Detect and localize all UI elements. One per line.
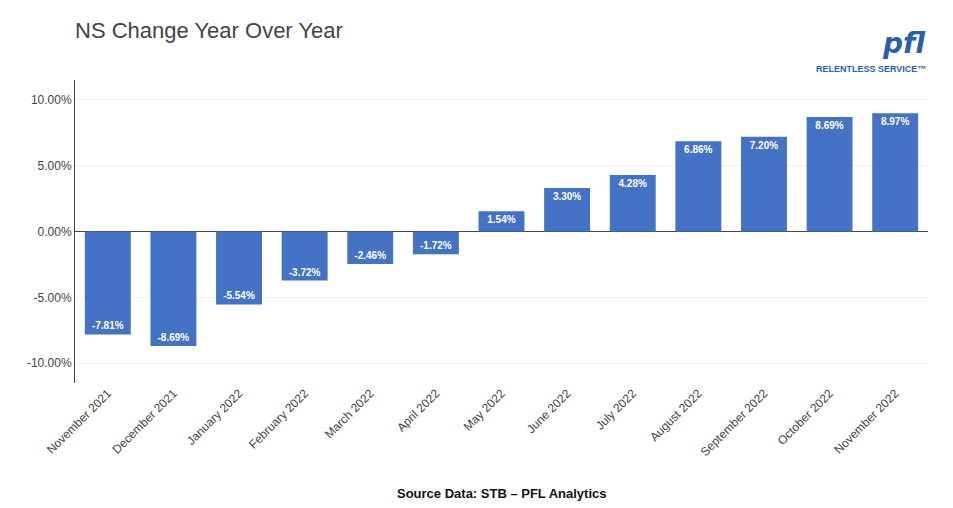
svg-text:November 2022: November 2022 <box>831 386 902 457</box>
svg-text:-1.72%: -1.72% <box>420 240 452 251</box>
svg-text:10.00%: 10.00% <box>31 93 72 107</box>
svg-text:January 2022: January 2022 <box>184 386 246 448</box>
svg-text:-5.54%: -5.54% <box>223 290 255 301</box>
svg-text:0.00%: 0.00% <box>38 225 72 239</box>
svg-text:3.30%: 3.30% <box>553 191 581 202</box>
svg-text:October 2022: October 2022 <box>775 386 837 448</box>
svg-text:RELENTLESS SERVICE™: RELENTLESS SERVICE™ <box>816 64 926 74</box>
svg-text:December 2021: December 2021 <box>110 386 181 457</box>
svg-text:March 2022: March 2022 <box>322 386 377 441</box>
svg-text:7.20%: 7.20% <box>750 140 778 151</box>
svg-text:8.69%: 8.69% <box>815 120 843 131</box>
svg-text:July 2022: July 2022 <box>593 386 639 432</box>
svg-text:-2.46%: -2.46% <box>354 250 386 261</box>
svg-text:Source Data: STB – PFL Analyti: Source Data: STB – PFL Analytics <box>397 486 607 501</box>
svg-text:5.00%: 5.00% <box>38 159 72 173</box>
svg-text:6.86%: 6.86% <box>684 144 712 155</box>
svg-text:September 2022: September 2022 <box>698 386 771 459</box>
svg-text:-3.72%: -3.72% <box>289 267 321 278</box>
svg-text:8.97%: 8.97% <box>881 116 909 127</box>
svg-text:May 2022: May 2022 <box>461 386 508 433</box>
svg-text:1.54%: 1.54% <box>487 214 515 225</box>
svg-text:-10.00%: -10.00% <box>27 356 72 370</box>
svg-text:pfl: pfl <box>882 27 926 60</box>
svg-text:NS Change Year Over Year: NS Change Year Over Year <box>75 18 343 43</box>
svg-text:August 2022: August 2022 <box>647 386 705 444</box>
svg-text:-8.69%: -8.69% <box>158 332 190 343</box>
svg-text:-7.81%: -7.81% <box>92 320 124 331</box>
svg-text:-5.00%: -5.00% <box>34 291 72 305</box>
svg-text:June 2022: June 2022 <box>524 386 574 436</box>
svg-text:November 2021: November 2021 <box>44 386 115 457</box>
svg-text:February 2022: February 2022 <box>246 386 311 451</box>
svg-text:4.28%: 4.28% <box>619 178 647 189</box>
svg-text:April 2022: April 2022 <box>394 386 442 434</box>
